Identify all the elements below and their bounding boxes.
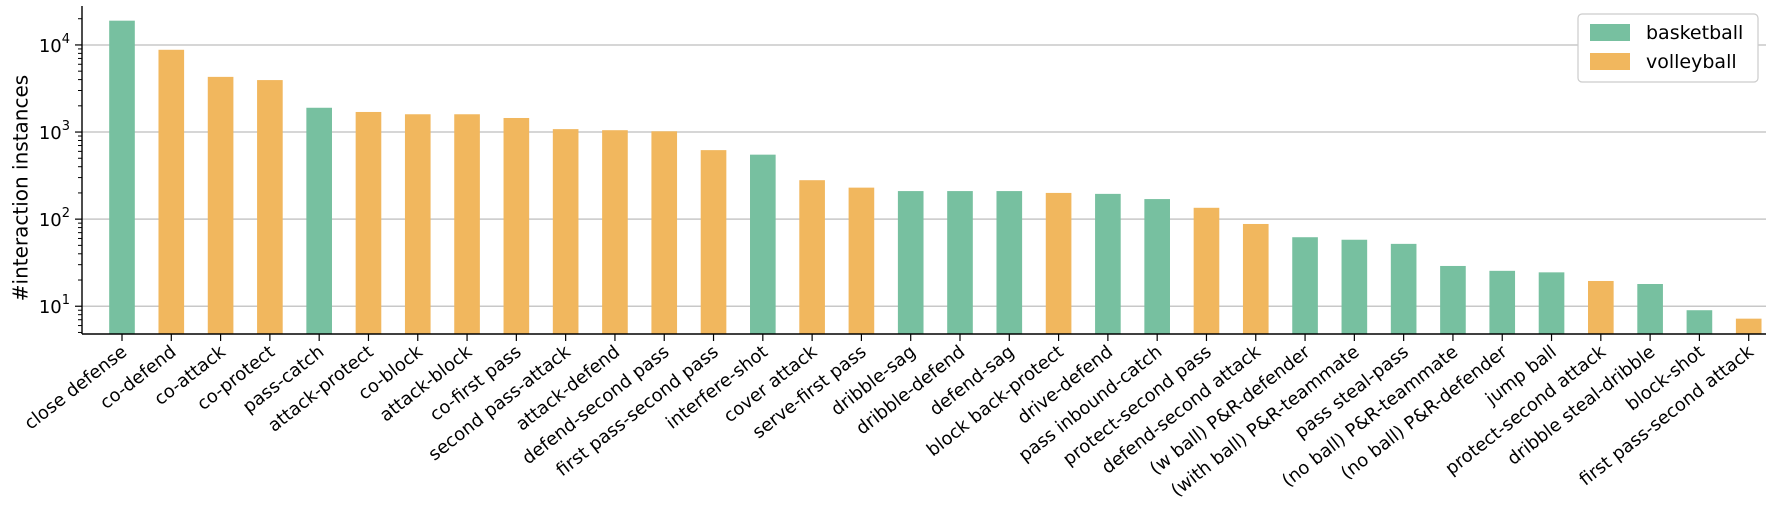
axes bbox=[75, 6, 1766, 341]
bar-volleyball bbox=[454, 114, 480, 335]
bar-basketball bbox=[1538, 272, 1565, 334]
bar-basketball bbox=[1390, 243, 1417, 334]
bar-basketball bbox=[1489, 270, 1516, 334]
legend-swatch-volleyball bbox=[1590, 53, 1630, 70]
bar-basketball bbox=[996, 191, 1023, 334]
bar-basketball bbox=[750, 154, 776, 334]
bar-volleyball bbox=[1193, 207, 1220, 334]
bar-basketball bbox=[1637, 284, 1663, 334]
bar-volleyball bbox=[207, 76, 234, 335]
bar-volleyball bbox=[1735, 318, 1762, 334]
bar-basketball bbox=[109, 20, 135, 335]
bar-volleyball bbox=[1588, 280, 1614, 334]
bar-basketball bbox=[1440, 265, 1466, 334]
bar-basketball bbox=[1292, 237, 1318, 334]
grid-lines bbox=[82, 44, 1766, 307]
legend-label-volleyball: volleyball bbox=[1646, 51, 1737, 73]
legend-label-basketball: basketball bbox=[1646, 22, 1743, 44]
bar-basketball bbox=[1686, 310, 1713, 334]
y-tick-label: 103 bbox=[39, 119, 70, 144]
y-tick-labels: 101 102 103 104 bbox=[39, 32, 70, 318]
bar-volleyball bbox=[651, 131, 678, 334]
bar-volleyball bbox=[1045, 192, 1072, 334]
bar-volleyball bbox=[799, 180, 825, 334]
bar-volleyball bbox=[602, 130, 628, 334]
bar-volleyball bbox=[158, 49, 185, 335]
bar-basketball bbox=[947, 191, 973, 334]
bar-volleyball bbox=[257, 80, 283, 334]
y-axis-title: #interaction instances bbox=[9, 75, 33, 301]
bar-volleyball bbox=[1242, 223, 1269, 334]
bars bbox=[109, 20, 1762, 335]
legend-swatch-basketball bbox=[1590, 24, 1630, 41]
bar-volleyball bbox=[552, 129, 579, 334]
bar-volleyball bbox=[700, 150, 727, 334]
bar-basketball bbox=[1095, 193, 1121, 334]
bar-volleyball bbox=[503, 117, 530, 334]
bar-volleyball bbox=[404, 114, 431, 335]
bar-volleyball bbox=[355, 111, 382, 334]
bar-basketball bbox=[1341, 239, 1368, 334]
bar-basketball bbox=[306, 107, 332, 335]
x-tick-labels: close defenseco-defendco-attackco-protec… bbox=[21, 341, 1759, 501]
bar-volleyball bbox=[848, 187, 875, 334]
y-tick-label: 102 bbox=[39, 206, 70, 231]
bar-basketball bbox=[1144, 199, 1170, 334]
bar-basketball bbox=[897, 191, 924, 334]
legend: basketball volleyball bbox=[1577, 13, 1759, 83]
y-tick-label: 101 bbox=[39, 293, 70, 318]
y-tick-label: 104 bbox=[39, 32, 70, 57]
